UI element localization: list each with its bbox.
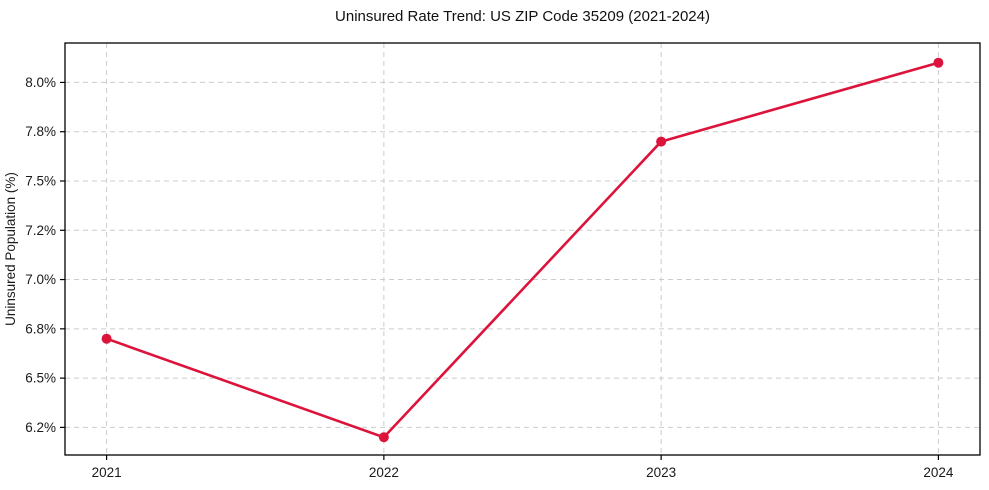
y-tick-label: 6.8%: [25, 321, 56, 336]
trend-line: [105, 61, 940, 439]
y-tick-label: 6.5%: [25, 371, 56, 386]
data-point-2021: [101, 333, 112, 344]
y-tick-label: 7.8%: [25, 124, 56, 139]
x-tick-label: 2021: [92, 465, 122, 480]
x-tick-label: 2023: [646, 465, 676, 480]
y-tick-label: 6.2%: [25, 420, 56, 435]
y-tick-label: 7.5%: [25, 173, 56, 188]
data-point-2022: [378, 432, 389, 443]
y-tick-label: 7.0%: [25, 272, 56, 287]
x-tick-label: 2022: [369, 465, 399, 480]
data-point-2023: [656, 136, 667, 147]
y-tick-label: 7.2%: [25, 223, 56, 238]
plot-frame: [64, 42, 981, 456]
data-point-2024: [933, 57, 944, 68]
chart-title: Uninsured Rate Trend: US ZIP Code 35209 …: [335, 8, 710, 25]
y-axis-label: Uninsured Population (%): [3, 172, 18, 326]
plot-background: [65, 43, 980, 455]
y-tick-label: 8.0%: [25, 75, 56, 90]
x-tick-label: 2024: [923, 465, 954, 480]
